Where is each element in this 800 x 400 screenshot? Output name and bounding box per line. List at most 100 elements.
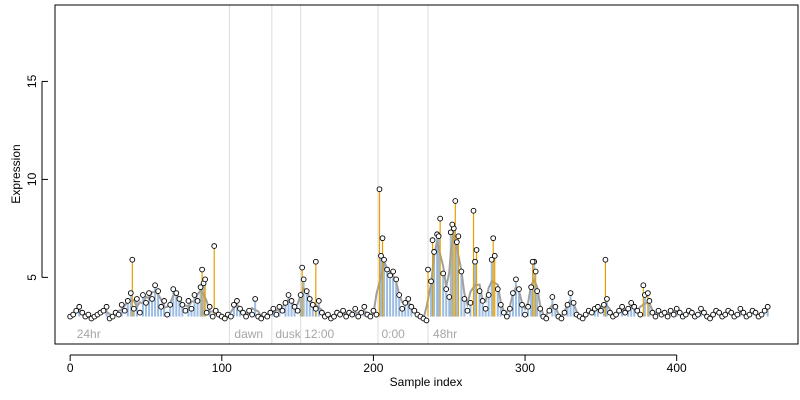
data-point: [431, 249, 437, 255]
data-point: [264, 313, 271, 320]
data-point: [209, 313, 216, 320]
data-point: [476, 288, 483, 294]
data-point: [194, 298, 201, 304]
data-point: [282, 299, 289, 306]
data-point: [716, 309, 723, 316]
data-point: [231, 301, 237, 308]
data-point: [331, 313, 337, 320]
data-point: [121, 307, 128, 314]
data-point: [249, 311, 255, 318]
data-point: [411, 307, 418, 314]
data-point: [470, 207, 477, 214]
data-point: [637, 311, 644, 318]
data-point: [682, 311, 689, 318]
data-point: [701, 309, 707, 316]
data-point: [309, 301, 316, 308]
data-point: [273, 311, 280, 318]
data-point: [155, 288, 161, 294]
data-point: [103, 303, 110, 310]
data-point: [149, 296, 155, 302]
data-point: [337, 311, 343, 318]
data-point: [258, 315, 265, 322]
data-point: [191, 292, 198, 298]
data-point: [446, 294, 453, 300]
data-point: [722, 311, 729, 318]
x-tick-label: 200: [363, 361, 383, 375]
data-point: [561, 309, 568, 316]
data-point: [109, 313, 116, 320]
data-point: [100, 307, 107, 314]
data-point: [118, 301, 125, 308]
data-point: [179, 301, 186, 308]
data-point: [601, 301, 607, 308]
region-label: 24hr: [77, 327, 101, 341]
data-point: [455, 233, 462, 240]
data-point: [482, 305, 489, 312]
data-point: [279, 307, 286, 314]
data-point: [343, 313, 349, 320]
data-point: [349, 311, 356, 318]
data-point: [173, 290, 180, 296]
data-point: [698, 305, 704, 312]
data-point: [552, 303, 559, 310]
data-point: [237, 305, 243, 312]
data-point: [393, 276, 400, 283]
plot-frame: [54, 4, 799, 345]
data-point: [378, 252, 384, 259]
data-point: [676, 309, 683, 316]
data-point: [667, 307, 674, 314]
data-point: [453, 239, 460, 245]
data-point: [447, 229, 454, 236]
data-point: [598, 307, 604, 314]
data-point: [490, 235, 497, 242]
data-point: [728, 309, 735, 316]
data-point: [85, 311, 92, 318]
data-point: [467, 299, 474, 306]
data-point: [758, 311, 765, 318]
data-point: [525, 303, 531, 310]
data-point: [504, 313, 510, 320]
data-point: [167, 301, 174, 308]
data-point: [582, 311, 589, 318]
data-point: [185, 298, 192, 304]
data-point: [70, 311, 77, 318]
data-point: [127, 290, 134, 296]
data-point: [202, 276, 208, 283]
data-point: [297, 292, 304, 298]
data-point: [429, 237, 436, 243]
data-point: [737, 305, 744, 312]
y-tick-label: 10: [25, 172, 39, 186]
data-point: [640, 282, 647, 289]
data-point: [710, 311, 716, 318]
data-point: [76, 303, 83, 310]
data-point: [564, 301, 571, 308]
data-point: [182, 307, 189, 314]
data-point: [158, 303, 164, 310]
data-point: [695, 311, 701, 318]
data-point: [212, 307, 219, 314]
data-point: [240, 309, 246, 316]
data-point: [300, 276, 307, 283]
data-point: [376, 186, 383, 193]
region-label: 48hr: [433, 327, 457, 341]
data-point: [752, 309, 759, 316]
data-point: [588, 309, 595, 316]
region-label: dusk: [275, 327, 301, 341]
data-point: [390, 268, 396, 275]
data-point: [519, 301, 525, 308]
data-point: [622, 309, 628, 316]
x-tick-label: 400: [667, 361, 687, 375]
data-point: [631, 303, 638, 310]
data-point: [491, 252, 498, 259]
data-point: [197, 284, 204, 291]
data-point: [689, 309, 695, 316]
data-point: [130, 305, 137, 312]
data-point: [529, 258, 536, 265]
data-point: [358, 309, 365, 316]
data-point: [602, 256, 609, 263]
data-point: [607, 309, 613, 316]
highlight-lines: [131, 189, 649, 317]
data-point: [243, 313, 249, 320]
data-point: [649, 309, 656, 316]
data-point: [188, 305, 195, 312]
